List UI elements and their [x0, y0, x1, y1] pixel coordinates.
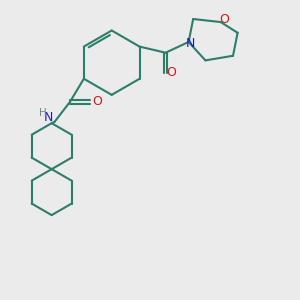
Text: O: O [166, 66, 176, 79]
Text: H: H [39, 108, 47, 118]
Text: N: N [43, 112, 53, 124]
Text: O: O [219, 13, 229, 26]
Text: O: O [92, 94, 102, 108]
Text: N: N [185, 37, 195, 50]
